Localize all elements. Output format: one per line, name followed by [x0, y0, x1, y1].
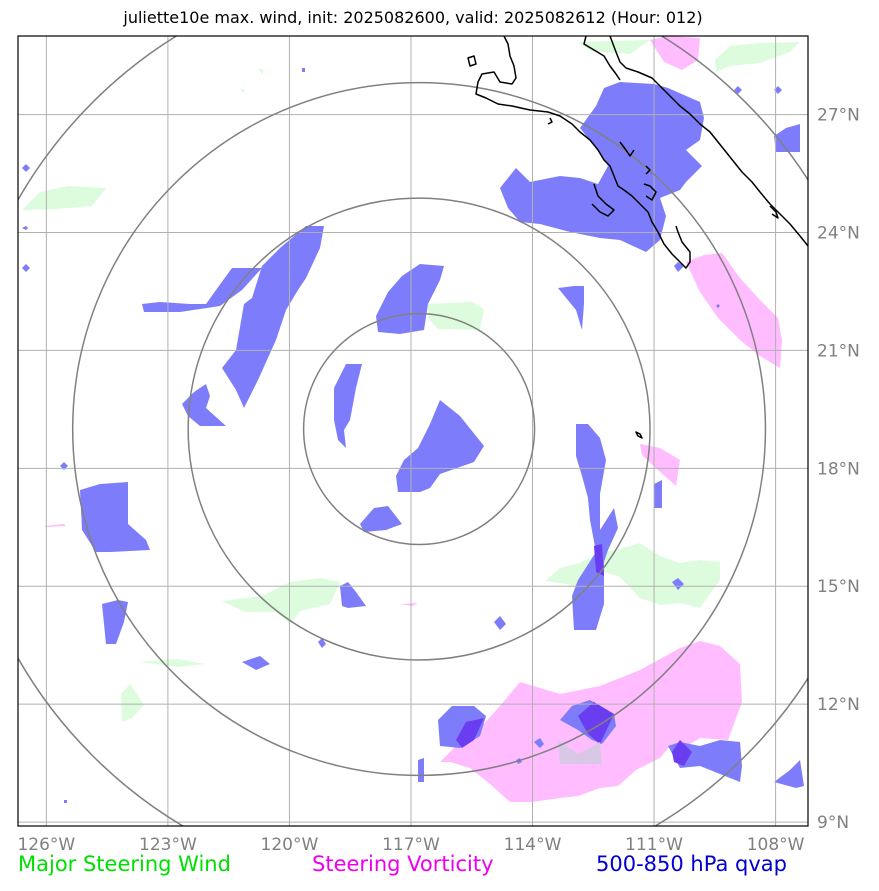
range-ring	[187, 197, 651, 661]
overlap-areas	[456, 544, 692, 766]
longitude-label: 123°W	[139, 835, 197, 855]
longitude-label: 120°W	[261, 835, 319, 855]
overlap-pale-area	[558, 740, 602, 764]
longitude-label: 114°W	[504, 835, 562, 855]
longitude-label: 117°W	[382, 835, 440, 855]
longitude-label: 108°W	[747, 835, 805, 855]
latitude-label: 27°N	[817, 106, 860, 126]
qvap-areas	[22, 68, 804, 803]
longitude-label: 111°W	[625, 835, 683, 855]
legend-vorticity: Steering Vorticity	[312, 852, 494, 876]
latitude-labels: 27°N 24°N 21°N 18°N 15°N 12°N 9°N	[817, 106, 860, 833]
map-title: juliette10e max. wind, init: 2025082600,…	[123, 8, 703, 27]
legend-qvap: 500-850 hPa qvap	[596, 852, 787, 876]
range-ring	[71, 81, 767, 777]
legend: Major Steering Wind Steering Vorticity 5…	[0, 852, 879, 882]
latitude-label: 21°N	[817, 341, 860, 361]
map-frame	[17, 35, 809, 827]
latitude-label: 9°N	[817, 813, 849, 833]
latitude-label: 24°N	[817, 224, 860, 244]
graticule	[18, 36, 808, 826]
range-ring	[302, 312, 536, 546]
legend-wind: Major Steering Wind	[18, 852, 231, 876]
latitude-label: 15°N	[817, 577, 860, 597]
longitude-labels: 126°W 123°W 120°W 117°W 114°W 111°W 108°W	[17, 835, 804, 855]
latitude-label: 18°N	[817, 459, 860, 479]
longitude-label: 126°W	[17, 835, 75, 855]
latitude-label: 12°N	[817, 695, 860, 715]
coastline	[467, 36, 808, 439]
